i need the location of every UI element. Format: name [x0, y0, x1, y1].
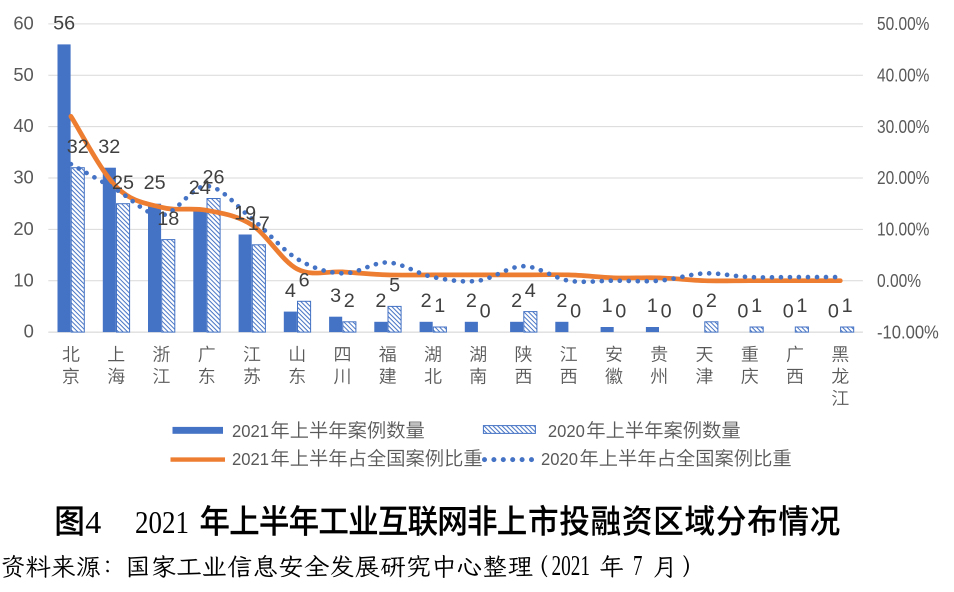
svg-text:26: 26 [202, 167, 224, 189]
svg-text:-10.00%: -10.00% [877, 321, 939, 342]
svg-text:56: 56 [53, 13, 75, 35]
svg-text:20.00%: 20.00% [877, 167, 929, 188]
svg-text:2020: 2020 [548, 421, 585, 441]
svg-text:2: 2 [375, 290, 386, 312]
svg-text:18: 18 [157, 208, 179, 230]
svg-text:50: 50 [13, 64, 33, 85]
svg-text:2: 2 [344, 290, 355, 312]
svg-text:20: 20 [13, 218, 33, 239]
svg-text:30.00%: 30.00% [877, 116, 929, 137]
svg-text:30: 30 [13, 167, 33, 188]
svg-text:40: 40 [13, 115, 33, 136]
svg-text:32: 32 [98, 136, 120, 158]
svg-text:0.00%: 0.00% [877, 270, 921, 291]
svg-text:40.00%: 40.00% [877, 65, 929, 86]
svg-text:2021: 2021 [232, 421, 269, 441]
svg-text:1: 1 [602, 295, 613, 317]
svg-text:2: 2 [421, 290, 432, 312]
svg-text:17: 17 [248, 213, 270, 235]
svg-text:6: 6 [299, 270, 310, 292]
svg-text:1: 1 [434, 295, 445, 317]
svg-text:2: 2 [706, 290, 717, 312]
svg-text:24: 24 [189, 177, 211, 199]
svg-text:2020: 2020 [541, 449, 578, 469]
svg-text:2: 2 [556, 290, 567, 312]
svg-text:25: 25 [112, 172, 134, 194]
svg-text:0: 0 [737, 300, 748, 322]
svg-text:4: 4 [85, 504, 101, 540]
svg-text:0: 0 [24, 321, 34, 342]
svg-text:1: 1 [647, 295, 658, 317]
svg-text:4: 4 [525, 280, 536, 302]
svg-text:0: 0 [692, 300, 703, 322]
svg-text:5: 5 [389, 275, 400, 297]
svg-text:7: 7 [633, 551, 642, 582]
svg-text:0: 0 [661, 300, 672, 322]
svg-text:0: 0 [783, 300, 794, 322]
svg-text:0: 0 [615, 300, 626, 322]
svg-text:0: 0 [828, 300, 839, 322]
svg-text:2: 2 [466, 290, 477, 312]
svg-text:19: 19 [234, 203, 256, 225]
svg-text:0: 0 [480, 300, 491, 322]
svg-text:2: 2 [511, 290, 522, 312]
svg-text:32: 32 [67, 136, 89, 158]
svg-text:10.00%: 10.00% [877, 219, 929, 240]
svg-text:0: 0 [570, 300, 581, 322]
svg-text:3: 3 [330, 285, 341, 307]
svg-text:4: 4 [285, 280, 296, 302]
svg-text:1: 1 [842, 295, 853, 317]
svg-text:2021: 2021 [232, 449, 269, 469]
svg-text:2021: 2021 [552, 551, 591, 582]
svg-text:10: 10 [13, 269, 33, 290]
svg-text:25: 25 [144, 172, 166, 194]
svg-text:2021: 2021 [135, 504, 189, 540]
svg-text:1: 1 [796, 295, 807, 317]
svg-text:60: 60 [13, 13, 33, 34]
svg-text:1: 1 [751, 295, 762, 317]
svg-text:50.00%: 50.00% [877, 13, 929, 34]
